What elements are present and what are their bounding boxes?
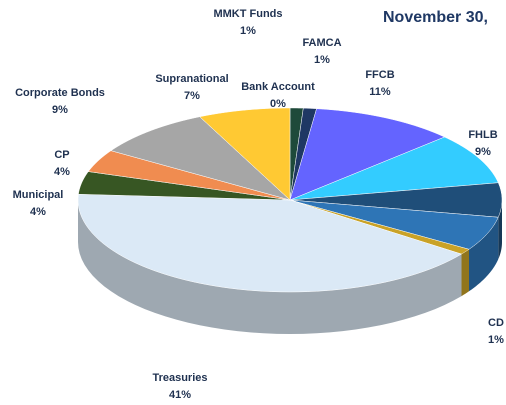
slice-side	[468, 217, 499, 292]
slice	[77, 193, 463, 293]
slice-label: CD	[488, 317, 504, 329]
slice-label: CP	[54, 149, 69, 161]
slice	[289, 199, 470, 255]
slice-value-label: 4%	[30, 206, 46, 218]
slice-label: Municipal	[13, 189, 64, 201]
slice-value-label: 11%	[369, 86, 391, 98]
slice-label: FAMCA	[302, 37, 341, 49]
slice-value-label: 0%	[270, 98, 286, 110]
slice	[78, 171, 291, 201]
slice-label: Bank Account	[241, 81, 315, 93]
slice-label: Supranational	[155, 73, 228, 85]
slice-label: Corporate Bonds	[15, 87, 105, 99]
slice-value-label: 1%	[240, 25, 256, 37]
slice	[199, 107, 291, 201]
slice	[110, 116, 291, 201]
slice-value-label: 9%	[52, 104, 68, 116]
slice-side	[498, 200, 502, 260]
slice	[289, 199, 499, 250]
slice-value-label: 4%	[54, 166, 70, 178]
slice	[289, 136, 499, 201]
slice-value-label: 1%	[314, 54, 330, 66]
slice-value-label: 9%	[475, 146, 491, 158]
slice	[289, 108, 446, 201]
slice	[87, 150, 291, 201]
slice-tops	[77, 107, 503, 293]
slice-label: MMKT Funds	[213, 8, 282, 20]
slice-label: Treasuries	[152, 372, 207, 384]
slice	[289, 182, 503, 218]
slice-side	[78, 200, 462, 334]
chart-title: November 30,	[383, 9, 488, 26]
slice-value-label: 1%	[488, 334, 504, 346]
side-walls	[78, 200, 502, 334]
slice-side	[461, 249, 469, 297]
slice-label: FHLB	[468, 129, 497, 141]
slice-label: FFCB	[365, 69, 394, 81]
slice-value-label: 41%	[169, 389, 191, 401]
slice-value-label: 7%	[184, 90, 200, 102]
